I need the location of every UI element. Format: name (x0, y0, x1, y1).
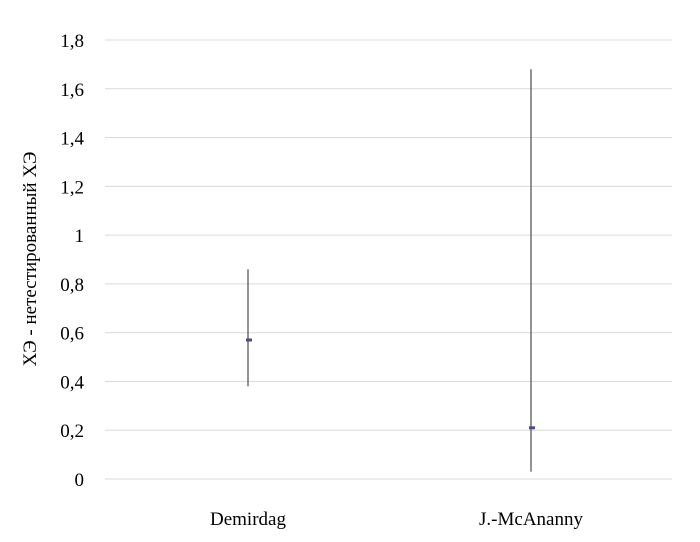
y-axis-title: ХЭ - нетестированный ХЭ (20, 152, 41, 367)
y-tick-label-3: 0,6 (60, 324, 84, 345)
y-tick-label-5: 1 (75, 226, 85, 247)
y-tick-label-9: 1,8 (60, 31, 84, 52)
data-point-0 (246, 338, 252, 342)
y-tick-label-2: 0,4 (60, 372, 84, 393)
x-axis-category-labels: Demirdag J.-McAnanny (210, 509, 583, 530)
y-tick-label-0: 0 (75, 470, 85, 491)
y-tick-label-8: 1,6 (60, 80, 84, 101)
y-tick-label-1: 0,2 (60, 421, 84, 442)
data-points (246, 338, 535, 430)
y-axis-tick-labels: 0 0,2 0,4 0,6 0,8 1 1,2 1,4 1,6 1,8 (60, 31, 84, 491)
y-tick-label-4: 0,8 (60, 275, 84, 296)
y-tick-label-7: 1,4 (60, 129, 84, 150)
x-category-label-1: J.-McAnanny (479, 509, 583, 530)
gridlines (105, 39, 672, 480)
y-tick-label-6: 1,2 (60, 177, 84, 198)
x-category-label-0: Demirdag (210, 509, 286, 530)
error-bars (247, 69, 532, 472)
data-point-1 (529, 426, 535, 430)
